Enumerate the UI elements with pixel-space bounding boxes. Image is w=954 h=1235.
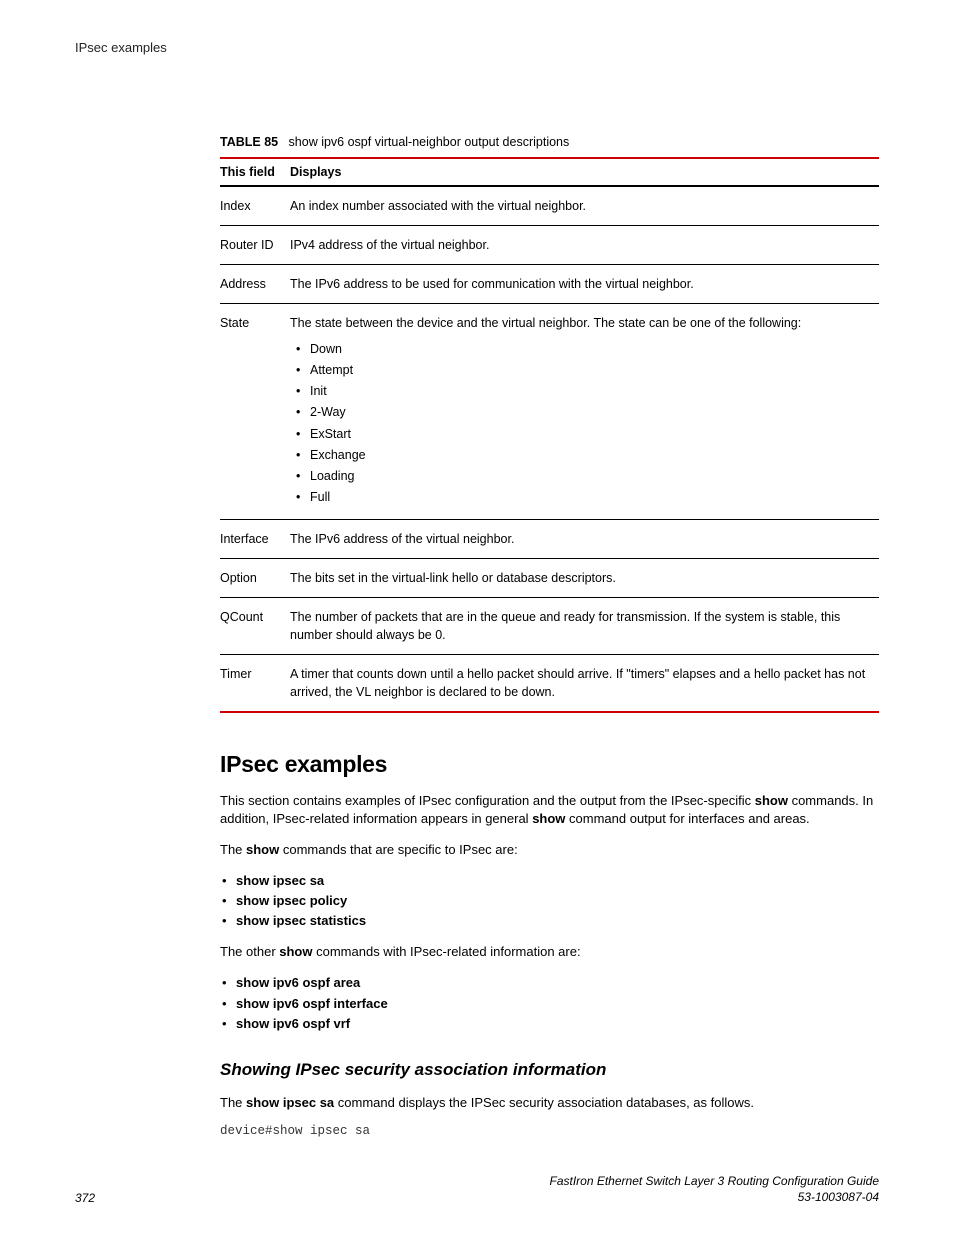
state-list: Down Attempt Init 2-Way ExStart Exchange… (290, 339, 873, 509)
bold-text: show (246, 842, 279, 857)
command-name: show ipsec statistics (236, 913, 366, 928)
table-row: State The state between the device and t… (220, 304, 879, 519)
list-item: Exchange (290, 445, 873, 466)
text: The (220, 842, 246, 857)
command-name: show ipv6 ospf area (236, 975, 360, 990)
list-item: Attempt (290, 360, 873, 381)
code-block: device#show ipsec sa (220, 1124, 879, 1138)
col-header-field: This field (220, 158, 290, 186)
field-desc: The state between the device and the vir… (290, 304, 879, 519)
doc-id: 53-1003087-04 (549, 1189, 879, 1205)
list-item: Loading (290, 466, 873, 487)
col-header-displays: Displays (290, 158, 879, 186)
list-item: Full (290, 487, 873, 508)
table-row: Address The IPv6 address to be used for … (220, 265, 879, 304)
table-row: Option The bits set in the virtual-link … (220, 558, 879, 597)
field-desc: The IPv6 address of the virtual neighbor… (290, 519, 879, 558)
field-name: State (220, 304, 290, 519)
list-item: ExStart (290, 424, 873, 445)
command-name: show ipsec sa (236, 873, 324, 888)
footer-right: FastIron Ethernet Switch Layer 3 Routing… (549, 1173, 879, 1205)
list-item: Down (290, 339, 873, 360)
list-item: show ipsec sa (220, 871, 879, 891)
bold-text: show (279, 944, 312, 959)
field-desc: A timer that counts down until a hello p… (290, 655, 879, 713)
page-number: 372 (75, 1191, 95, 1205)
main-content: TABLE 85 show ipv6 ospf virtual-neighbor… (220, 135, 879, 1138)
command-name: show ipv6 ospf vrf (236, 1016, 350, 1031)
section-para: The other show commands with IPsec-relat… (220, 943, 879, 961)
field-desc: The IPv6 address to be used for communic… (290, 265, 879, 304)
field-name: Interface (220, 519, 290, 558)
list-item: show ipv6 ospf vrf (220, 1014, 879, 1034)
text: commands with IPsec-related information … (313, 944, 581, 959)
state-intro: The state between the device and the vir… (290, 316, 801, 330)
guide-title: FastIron Ethernet Switch Layer 3 Routing… (549, 1173, 879, 1189)
command-name: show ipv6 ospf interface (236, 996, 388, 1011)
text: This section contains examples of IPsec … (220, 793, 755, 808)
table-caption-text: show ipv6 ospf virtual-neighbor output d… (289, 135, 570, 149)
list-item: show ipv6 ospf interface (220, 994, 879, 1014)
field-name: Option (220, 558, 290, 597)
text: command displays the IPSec security asso… (334, 1095, 754, 1110)
text: The (220, 1095, 246, 1110)
table-row: Index An index number associated with th… (220, 186, 879, 226)
list-item: 2-Way (290, 402, 873, 423)
running-header: IPsec examples (75, 40, 879, 55)
list-item: show ipsec policy (220, 891, 879, 911)
text: commands that are specific to IPsec are: (279, 842, 517, 857)
section-intro-para: This section contains examples of IPsec … (220, 792, 879, 828)
field-desc: The bits set in the virtual-link hello o… (290, 558, 879, 597)
command-name: show ipsec policy (236, 893, 347, 908)
table-row: Timer A timer that counts down until a h… (220, 655, 879, 713)
list-item: show ipsec statistics (220, 911, 879, 931)
field-name: Index (220, 186, 290, 226)
ipsec-commands-list: show ipsec sa show ipsec policy show ips… (220, 871, 879, 931)
subsection-para: The show ipsec sa command displays the I… (220, 1094, 879, 1112)
field-name: QCount (220, 597, 290, 654)
output-descriptions-table: This field Displays Index An index numbe… (220, 157, 879, 713)
table-caption: TABLE 85 show ipv6 ospf virtual-neighbor… (220, 135, 879, 149)
subsection-heading: Showing IPsec security association infor… (220, 1060, 879, 1080)
table-row: Interface The IPv6 address of the virtua… (220, 519, 879, 558)
field-desc: An index number associated with the virt… (290, 186, 879, 226)
text: command output for interfaces and areas. (565, 811, 809, 826)
field-name: Timer (220, 655, 290, 713)
field-desc: The number of packets that are in the qu… (290, 597, 879, 654)
section-para: The show commands that are specific to I… (220, 841, 879, 859)
field-name: Router ID (220, 226, 290, 265)
other-commands-list: show ipv6 ospf area show ipv6 ospf inter… (220, 973, 879, 1033)
list-item: Init (290, 381, 873, 402)
section-heading: IPsec examples (220, 751, 879, 778)
text: The other (220, 944, 279, 959)
bold-text: show (755, 793, 788, 808)
bold-text: show ipsec sa (246, 1095, 334, 1110)
bold-text: show (532, 811, 565, 826)
list-item: show ipv6 ospf area (220, 973, 879, 993)
table-row: Router ID IPv4 address of the virtual ne… (220, 226, 879, 265)
field-desc: IPv4 address of the virtual neighbor. (290, 226, 879, 265)
table-row: QCount The number of packets that are in… (220, 597, 879, 654)
field-name: Address (220, 265, 290, 304)
table-caption-label: TABLE 85 (220, 135, 278, 149)
page-footer: 372 FastIron Ethernet Switch Layer 3 Rou… (75, 1173, 879, 1205)
